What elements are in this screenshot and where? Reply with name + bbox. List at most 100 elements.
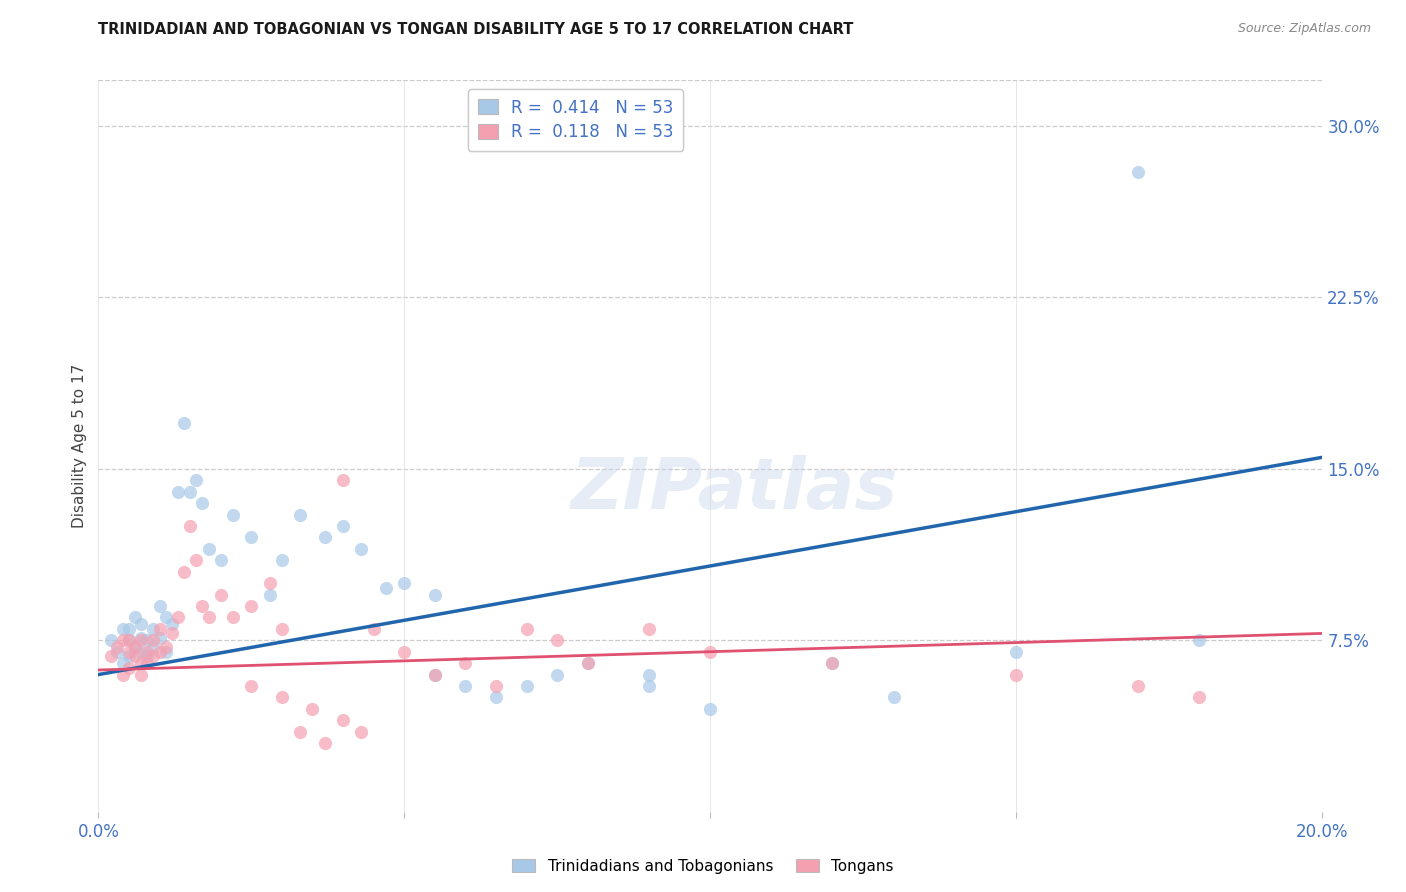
Point: [160, 617, 183, 632]
Point: [576, 656, 599, 670]
Point: [301, 702, 323, 716]
Y-axis label: Disability Age 5 to 17: Disability Age 5 to 17: [72, 364, 87, 528]
Point: [270, 553, 292, 567]
Point: [118, 622, 141, 636]
Point: [240, 599, 263, 613]
Point: [423, 667, 446, 681]
Point: [485, 679, 508, 693]
Point: [111, 622, 134, 636]
Point: [191, 599, 214, 613]
Point: [124, 640, 146, 655]
Point: [197, 610, 219, 624]
Point: [124, 610, 146, 624]
Point: [423, 667, 446, 681]
Point: [363, 622, 385, 636]
Point: [270, 622, 292, 636]
Point: [392, 576, 416, 591]
Point: [111, 633, 134, 648]
Point: [142, 640, 165, 655]
Point: [240, 679, 263, 693]
Point: [1128, 164, 1150, 178]
Point: [546, 667, 568, 681]
Point: [637, 667, 661, 681]
Point: [1188, 690, 1211, 705]
Point: [821, 656, 844, 670]
Point: [136, 645, 159, 659]
Point: [209, 553, 232, 567]
Point: [259, 588, 281, 602]
Point: [111, 656, 134, 670]
Point: [167, 484, 190, 499]
Point: [186, 553, 208, 567]
Point: [142, 622, 165, 636]
Point: [186, 473, 208, 487]
Point: [1188, 633, 1211, 648]
Point: [485, 690, 508, 705]
Point: [699, 702, 721, 716]
Legend: R =  0.414   N = 53, R =  0.118   N = 53: R = 0.414 N = 53, R = 0.118 N = 53: [468, 88, 683, 152]
Point: [290, 508, 312, 522]
Point: [191, 496, 214, 510]
Point: [129, 645, 152, 659]
Point: [516, 679, 538, 693]
Point: [516, 622, 538, 636]
Point: [129, 667, 152, 681]
Point: [350, 724, 373, 739]
Point: [1004, 667, 1026, 681]
Point: [637, 622, 661, 636]
Point: [124, 640, 146, 655]
Text: TRINIDADIAN AND TOBAGONIAN VS TONGAN DISABILITY AGE 5 TO 17 CORRELATION CHART: TRINIDADIAN AND TOBAGONIAN VS TONGAN DIS…: [98, 22, 853, 37]
Point: [332, 519, 354, 533]
Point: [129, 631, 152, 645]
Point: [699, 645, 721, 659]
Point: [105, 645, 128, 659]
Point: [149, 622, 172, 636]
Point: [374, 581, 396, 595]
Point: [129, 656, 152, 670]
Point: [149, 645, 172, 659]
Point: [118, 645, 141, 659]
Point: [179, 519, 201, 533]
Point: [290, 724, 312, 739]
Point: [105, 640, 128, 655]
Point: [155, 640, 177, 655]
Point: [314, 736, 336, 750]
Point: [576, 656, 599, 670]
Point: [118, 649, 141, 664]
Point: [222, 610, 245, 624]
Point: [124, 649, 146, 664]
Point: [142, 633, 165, 648]
Point: [111, 667, 134, 681]
Point: [118, 633, 141, 648]
Legend: Trinidadians and Tobagonians, Tongans: Trinidadians and Tobagonians, Tongans: [506, 853, 900, 880]
Text: Source: ZipAtlas.com: Source: ZipAtlas.com: [1237, 22, 1371, 36]
Point: [270, 690, 292, 705]
Point: [314, 530, 336, 544]
Point: [173, 416, 195, 430]
Point: [155, 610, 177, 624]
Text: ZIPatlas: ZIPatlas: [571, 456, 898, 524]
Point: [100, 649, 122, 664]
Point: [118, 661, 141, 675]
Point: [209, 588, 232, 602]
Point: [160, 626, 183, 640]
Point: [821, 656, 844, 670]
Point: [197, 541, 219, 556]
Point: [392, 645, 416, 659]
Point: [129, 617, 152, 632]
Point: [637, 679, 661, 693]
Point: [142, 649, 165, 664]
Point: [240, 530, 263, 544]
Point: [332, 473, 354, 487]
Point: [149, 631, 172, 645]
Point: [1004, 645, 1026, 659]
Point: [118, 633, 141, 648]
Point: [332, 714, 354, 728]
Point: [259, 576, 281, 591]
Point: [222, 508, 245, 522]
Point: [179, 484, 201, 499]
Point: [100, 633, 122, 648]
Point: [546, 633, 568, 648]
Point: [454, 679, 477, 693]
Point: [167, 610, 190, 624]
